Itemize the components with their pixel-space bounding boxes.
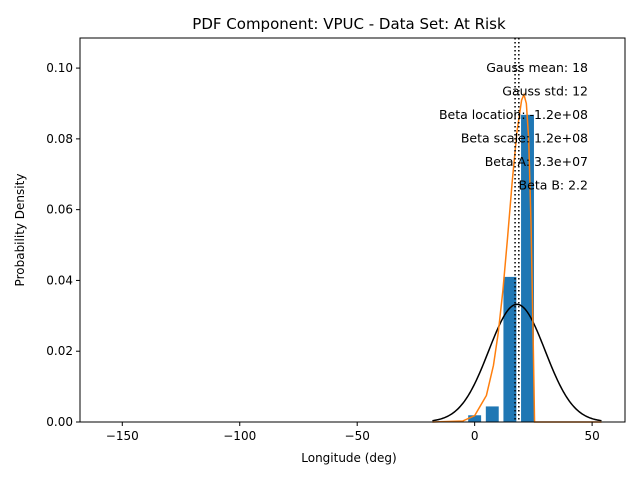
fit-annotation-1: Gauss std: 12 (502, 84, 588, 99)
gaussian-fit-line (432, 303, 602, 422)
fit-annotation-4: Beta A: 3.3e+07 (485, 154, 588, 169)
y-tick-label-0: 0.00 (46, 415, 73, 429)
x-tick-label-0: −150 (106, 429, 139, 443)
y-tick-label-4: 0.08 (46, 132, 73, 146)
histogram-bar-8 (485, 406, 499, 422)
x-axis-label: Longitude (deg) (301, 451, 396, 465)
fit-annotation-2: Beta location: -1.2e+08 (439, 107, 588, 122)
axes-frame (79, 37, 626, 423)
histogram-bar-7 (468, 415, 482, 422)
chart-title: PDF Component: VPUC - Data Set: At Risk (192, 15, 506, 33)
fit-annotation-3: Beta scale: 1.2e+08 (461, 131, 588, 146)
y-tick-label-5: 0.10 (46, 61, 73, 75)
y-tick-label-2: 0.04 (46, 273, 73, 287)
x-tick-label-4: 50 (584, 429, 599, 443)
x-tick-label-2: −50 (345, 429, 370, 443)
plot-area: Gauss mean: 18 Gauss std: 12 Beta location… (46, 37, 626, 443)
fit-annotation-0: Gauss mean: 18 (486, 60, 588, 75)
fit-annotation-5: Beta B: 2.2 (519, 178, 588, 193)
y-axis-label: Probability Density (13, 174, 27, 287)
beta-fit-line (432, 92, 602, 423)
x-tick-label-3: 0 (471, 429, 479, 443)
y-tick-label-1: 0.02 (46, 344, 73, 358)
x-tick-label-1: −100 (223, 429, 256, 443)
y-tick-label-3: 0.06 (46, 203, 73, 217)
